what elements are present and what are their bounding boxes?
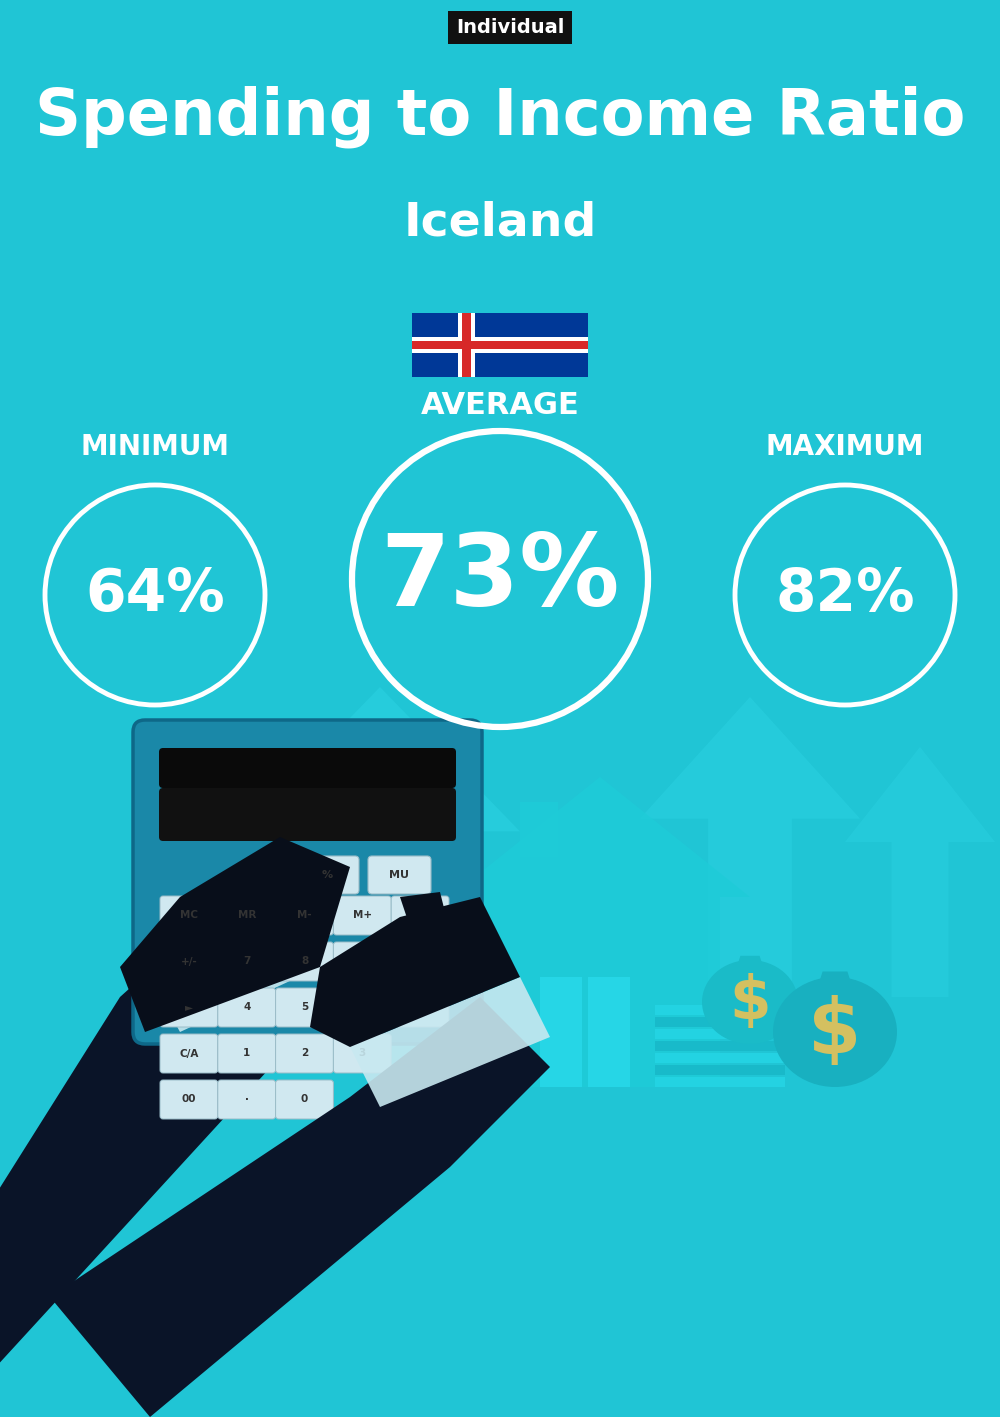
Text: x: x (417, 956, 423, 966)
Text: MR: MR (238, 911, 256, 921)
Ellipse shape (702, 959, 798, 1044)
FancyBboxPatch shape (276, 942, 333, 981)
Bar (540, 976, 582, 1087)
Polygon shape (350, 976, 550, 1107)
FancyBboxPatch shape (296, 856, 359, 894)
Text: 7: 7 (243, 956, 250, 966)
Text: 1: 1 (243, 1049, 250, 1058)
Polygon shape (50, 998, 550, 1417)
Bar (458, 313, 475, 377)
FancyBboxPatch shape (159, 748, 456, 788)
Polygon shape (400, 891, 450, 932)
Ellipse shape (773, 976, 897, 1087)
FancyBboxPatch shape (160, 1080, 218, 1119)
Text: MAXIMUM: MAXIMUM (766, 434, 924, 461)
Bar (655, 1041, 785, 1051)
Polygon shape (818, 972, 852, 986)
Text: 0: 0 (301, 1094, 308, 1104)
Text: M+: M+ (353, 911, 372, 921)
FancyBboxPatch shape (276, 1080, 333, 1119)
Text: ►: ► (185, 1002, 193, 1013)
Text: C/A: C/A (179, 1049, 199, 1058)
FancyBboxPatch shape (218, 896, 276, 935)
FancyBboxPatch shape (333, 1034, 391, 1073)
Text: 4: 4 (243, 1002, 250, 1013)
Text: Individual: Individual (456, 18, 564, 37)
Text: -: - (418, 1002, 422, 1013)
FancyBboxPatch shape (412, 313, 588, 377)
Bar (655, 1005, 785, 1015)
FancyBboxPatch shape (160, 1034, 218, 1073)
Bar (655, 1029, 785, 1039)
Bar (655, 1053, 785, 1063)
Bar (412, 340, 588, 350)
Bar (412, 337, 588, 353)
Text: MINIMUM: MINIMUM (80, 434, 230, 461)
Text: 9: 9 (359, 956, 366, 966)
Polygon shape (310, 897, 520, 1047)
FancyBboxPatch shape (333, 896, 391, 935)
FancyBboxPatch shape (160, 988, 218, 1027)
Text: Iceland: Iceland (403, 200, 597, 245)
Text: ·: · (245, 1094, 249, 1104)
FancyBboxPatch shape (391, 942, 449, 981)
Polygon shape (640, 697, 860, 1017)
FancyBboxPatch shape (218, 1034, 276, 1073)
Text: Spending to Income Ratio: Spending to Income Ratio (35, 85, 965, 147)
Polygon shape (845, 747, 995, 998)
Text: 73%: 73% (380, 530, 620, 628)
Polygon shape (150, 917, 320, 1032)
Polygon shape (450, 777, 750, 897)
Text: 6: 6 (359, 1002, 366, 1013)
FancyBboxPatch shape (333, 988, 391, 1027)
Text: 5: 5 (301, 1002, 308, 1013)
Polygon shape (737, 956, 763, 968)
Text: AVERAGE: AVERAGE (421, 391, 579, 419)
FancyBboxPatch shape (333, 942, 391, 981)
Text: $: $ (729, 972, 771, 1032)
Polygon shape (480, 897, 720, 1087)
Text: 8: 8 (301, 956, 308, 966)
Polygon shape (120, 837, 350, 1032)
FancyBboxPatch shape (160, 896, 218, 935)
Text: 2: 2 (301, 1049, 308, 1058)
Text: MC: MC (180, 911, 198, 921)
Text: MU: MU (389, 870, 410, 880)
Polygon shape (240, 687, 520, 1067)
Text: 64%: 64% (85, 567, 225, 623)
Bar (520, 802, 558, 857)
Bar (655, 1077, 785, 1087)
Polygon shape (0, 907, 320, 1417)
Text: +/-: +/- (181, 956, 197, 966)
FancyBboxPatch shape (391, 988, 449, 1027)
FancyBboxPatch shape (133, 720, 482, 1044)
FancyBboxPatch shape (218, 988, 276, 1027)
Text: 00: 00 (182, 1094, 196, 1104)
Text: :: : (418, 911, 422, 921)
FancyBboxPatch shape (368, 856, 431, 894)
FancyBboxPatch shape (218, 942, 276, 981)
Text: M-: M- (297, 911, 312, 921)
FancyBboxPatch shape (276, 1034, 333, 1073)
FancyBboxPatch shape (218, 1080, 276, 1119)
Text: 82%: 82% (775, 567, 915, 623)
Bar (655, 1017, 785, 1027)
Text: 3: 3 (359, 1049, 366, 1058)
Bar (588, 976, 630, 1087)
Bar (655, 1066, 785, 1076)
FancyBboxPatch shape (159, 788, 456, 842)
Text: $: $ (808, 995, 862, 1068)
FancyBboxPatch shape (160, 942, 218, 981)
Text: %: % (322, 870, 333, 880)
FancyBboxPatch shape (276, 988, 333, 1027)
FancyBboxPatch shape (276, 896, 333, 935)
Bar (462, 313, 471, 377)
FancyBboxPatch shape (391, 896, 449, 935)
